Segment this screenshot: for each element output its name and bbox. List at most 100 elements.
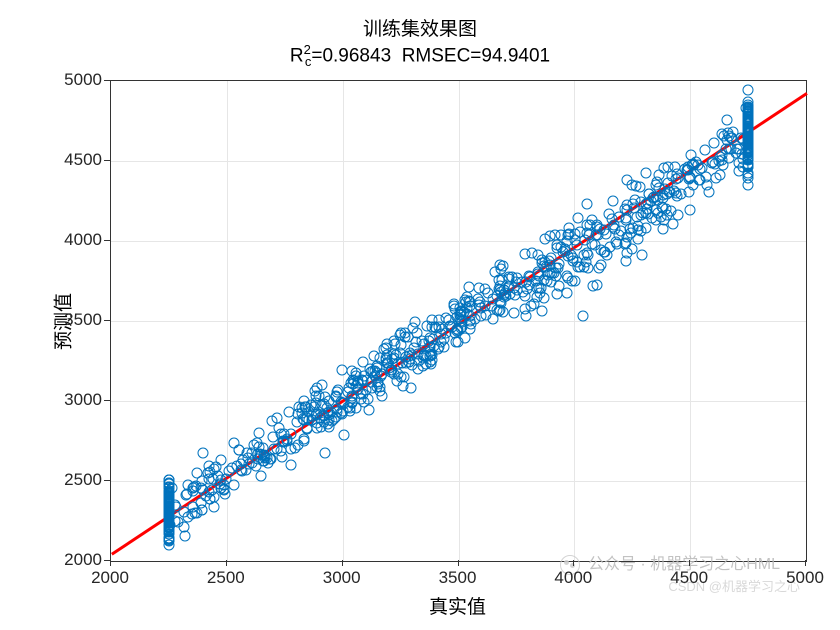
y-tick [104,400,110,401]
y-tick-label: 4000 [56,230,102,250]
scatter-point [286,459,297,470]
scatter-point [342,402,353,413]
x-tick [573,560,574,566]
chart-title: 训练集效果图 [0,14,840,41]
scatter-point [464,323,475,334]
scatter-point [391,375,402,386]
chart-subtitle: R2c=0.96843 RMSEC=94.9401 [0,42,840,69]
y-tick-label: 3500 [56,310,102,330]
scatter-point [209,492,220,503]
scatter-point [570,229,581,240]
scatter-point [579,261,590,272]
scatter-point [496,274,507,285]
scatter-point [422,321,433,332]
scatter-point [587,280,598,291]
scatter-point [316,380,327,391]
scatter-point [497,261,508,272]
scatter-point [454,309,465,320]
scatter-point [255,471,266,482]
scatter-point [301,401,312,412]
scatter-point [743,85,754,96]
scatter-point [726,133,737,144]
scatter-point [551,243,562,254]
scatter-point [603,209,614,220]
scatter-point [508,307,519,318]
scatter-point [592,229,603,240]
scatter-point [715,169,726,180]
scatter-point [252,448,263,459]
scatter-point [330,391,341,402]
scatter-point [511,273,522,284]
scatter-point [519,248,530,259]
scatter-chart: 训练集效果图 R2c=0.96843 RMSEC=94.9401 真实值 预测值… [0,0,840,630]
scatter-point [163,515,174,526]
scatter-point [587,214,598,225]
x-tick [689,560,690,566]
scatter-point [377,391,388,402]
scatter-point [209,502,220,513]
scatter-point [203,467,214,478]
scatter-point [451,337,462,348]
x-tick [458,560,459,566]
scatter-point [636,196,647,207]
scatter-point [607,195,618,206]
scatter-point [593,262,604,273]
y-tick-label: 3000 [56,390,102,410]
scatter-point [364,405,375,416]
y-tick [104,480,110,481]
scatter-point [410,316,421,327]
scatter-point [419,351,430,362]
scatter-point [743,118,754,129]
scatter-point [661,210,672,221]
scatter-point [318,409,329,420]
scatter-point [320,447,331,458]
scatter-point [685,204,696,215]
x-tick-label: 2000 [91,568,129,588]
scatter-point [285,444,296,455]
scatter-point [198,447,209,458]
y-tick [104,560,110,561]
y-tick [104,160,110,161]
scatter-point [525,300,536,311]
x-tick [110,560,111,566]
scatter-point [544,230,555,241]
scatter-point [163,493,174,504]
scatter-point [743,104,754,115]
scatter-point [707,156,718,167]
scatter-point [480,301,491,312]
scatter-point [550,263,561,274]
scatter-point [626,227,637,238]
x-tick-label: 2500 [207,568,245,588]
scatter-point [372,367,383,378]
scatter-point [195,483,206,494]
y-tick-label: 2000 [56,550,102,570]
y-tick [104,320,110,321]
scatter-point [582,199,593,210]
scatter-point [273,422,284,433]
scatter-point [743,161,754,172]
scatter-point [352,377,363,388]
plot-area [110,80,807,562]
scatter-point [686,160,697,171]
scatter-point [389,353,400,364]
scatter-point [533,282,544,293]
scatter-point [163,536,174,547]
scatter-point [732,143,743,154]
scatter-point [636,249,647,260]
y-tick [104,240,110,241]
scatter-point [537,306,548,317]
scatter-point [180,530,191,541]
scatter-point [635,209,646,220]
scatter-point [163,474,174,485]
scatter-point [191,507,202,518]
x-tick-label: 3000 [323,568,361,588]
scatter-point [493,305,504,316]
scatter-point [299,434,310,445]
scatter-point [608,220,619,231]
scatter-point [743,180,754,191]
scatter-point [338,430,349,441]
x-axis-label: 真实值 [110,592,805,619]
scatter-point [700,144,711,155]
scatter-point [621,175,632,186]
scatter-point [180,490,191,501]
